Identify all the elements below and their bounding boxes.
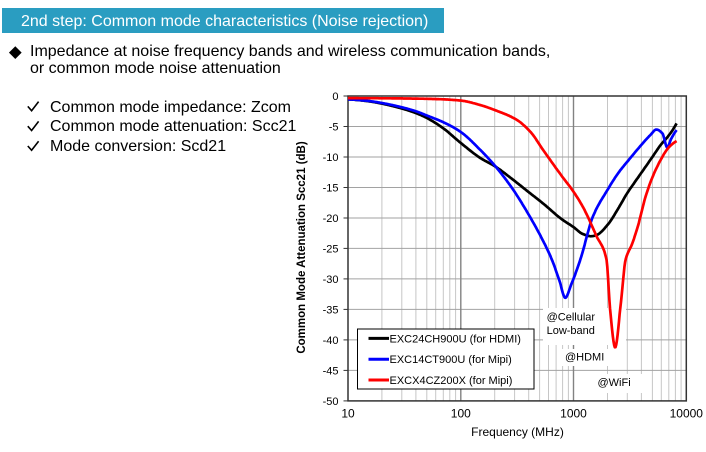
svg-text:EXC24CH900U (for HDMI): EXC24CH900U (for HDMI) (390, 333, 521, 345)
svg-text:-45: -45 (323, 365, 339, 377)
svg-text:@HDMI: @HDMI (565, 352, 604, 364)
svg-text:Frequency (MHz): Frequency (MHz) (471, 425, 564, 439)
svg-text:-50: -50 (323, 396, 339, 408)
svg-text:10000: 10000 (670, 407, 704, 421)
svg-text:-20: -20 (323, 213, 339, 225)
svg-text:EXC14CT900U (for Mipi): EXC14CT900U (for Mipi) (390, 354, 512, 366)
svg-text:100: 100 (451, 407, 471, 421)
svg-text:-30: -30 (323, 274, 339, 286)
svg-text:1000: 1000 (560, 407, 587, 421)
svg-text:0: 0 (332, 91, 338, 103)
svg-text:@WiFi: @WiFi (598, 377, 631, 389)
svg-text:@Cellular: @Cellular (547, 312, 596, 324)
svg-text:Low-band: Low-band (547, 325, 595, 337)
svg-text:EXCX4CZ200X (for Mipi): EXCX4CZ200X (for Mipi) (390, 375, 513, 387)
svg-text:-5: -5 (329, 122, 339, 134)
svg-text:10: 10 (341, 407, 355, 421)
svg-text:Common Mode Attenuation Scc21: Common Mode Attenuation Scc21 (dB) (296, 141, 308, 353)
svg-text:-35: -35 (323, 304, 339, 316)
svg-text:-25: -25 (323, 243, 339, 255)
svg-text:-10: -10 (323, 152, 339, 164)
svg-text:-15: -15 (323, 183, 339, 195)
svg-text:-40: -40 (323, 335, 339, 347)
